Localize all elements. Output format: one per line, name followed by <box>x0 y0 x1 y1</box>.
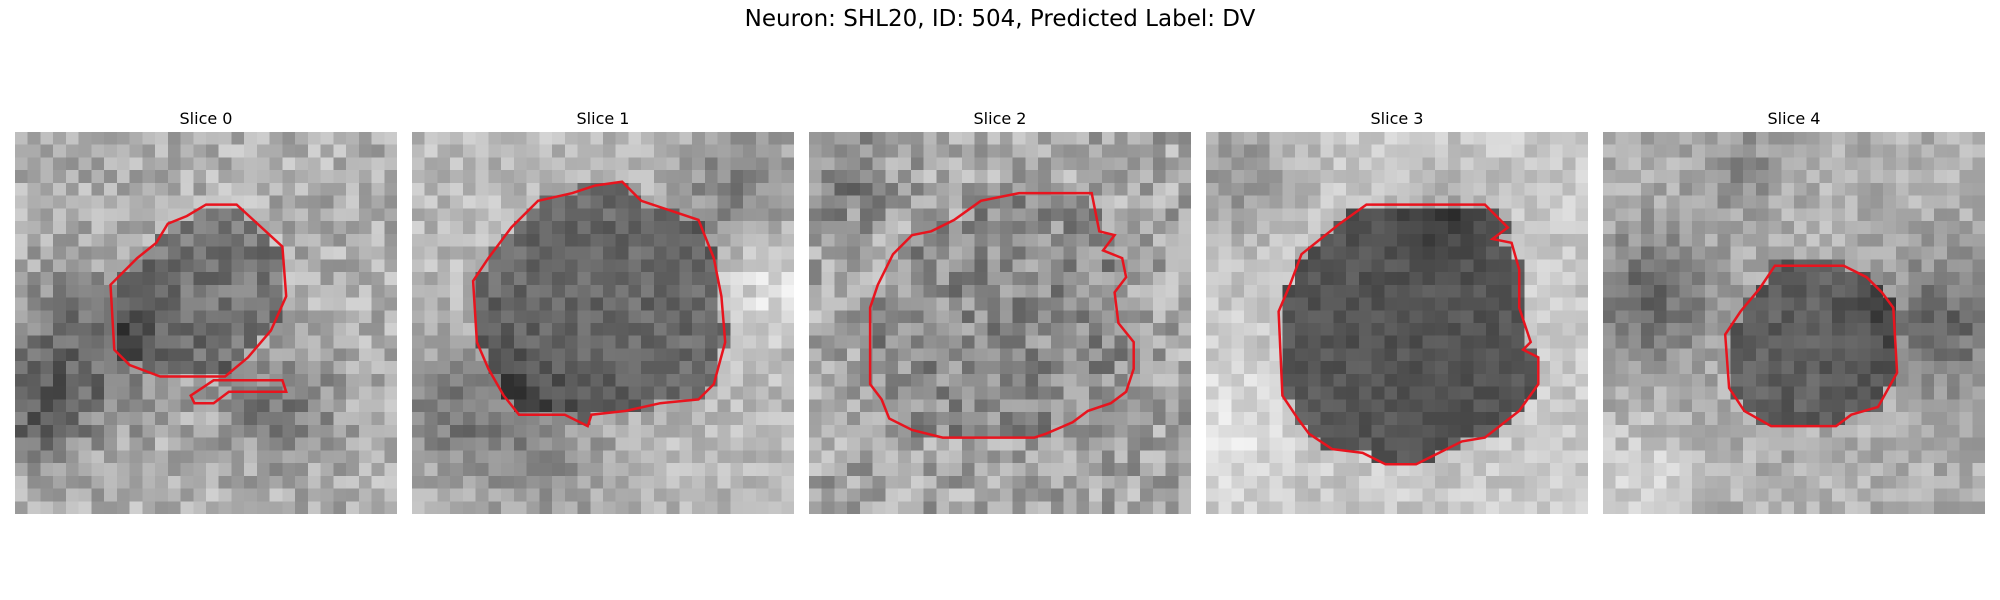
image-panel <box>1603 132 1985 514</box>
panel-slice-4: Slice 4 <box>1603 108 1985 514</box>
panel-title: Slice 2 <box>973 109 1027 128</box>
panel-slice-1: Slice 1 <box>412 108 794 514</box>
micrograph-slice-0 <box>15 132 397 514</box>
contour-overlay <box>868 191 1135 439</box>
soma-contour <box>471 180 727 428</box>
soma-contour <box>109 203 288 378</box>
contour-overlay <box>1277 203 1540 466</box>
panel-slice-0: Slice 0 <box>15 108 397 514</box>
panel-title: Slice 0 <box>179 109 233 128</box>
contour-overlay <box>471 180 727 428</box>
micrograph-slice-4 <box>1603 132 1985 514</box>
figure-title: Neuron: SHL20, ID: 504, Predicted Label:… <box>744 6 1256 32</box>
soma-contour <box>1723 264 1899 428</box>
contour-overlay <box>109 203 288 405</box>
image-panel <box>412 132 794 514</box>
soma-contour <box>1277 203 1540 466</box>
image-panel <box>15 132 397 514</box>
image-panel <box>809 132 1191 514</box>
contour-overlay <box>1723 264 1899 428</box>
image-panel <box>1206 132 1588 514</box>
micrograph-slice-2 <box>809 132 1191 514</box>
panel-title: Slice 3 <box>1370 109 1424 128</box>
soma-contour <box>868 191 1135 439</box>
soma-contour <box>189 379 288 405</box>
panel-title: Slice 4 <box>1767 109 1821 128</box>
panel-slice-2: Slice 2 <box>809 108 1191 514</box>
panel-slice-3: Slice 3 <box>1206 108 1588 514</box>
panel-title: Slice 1 <box>576 109 630 128</box>
